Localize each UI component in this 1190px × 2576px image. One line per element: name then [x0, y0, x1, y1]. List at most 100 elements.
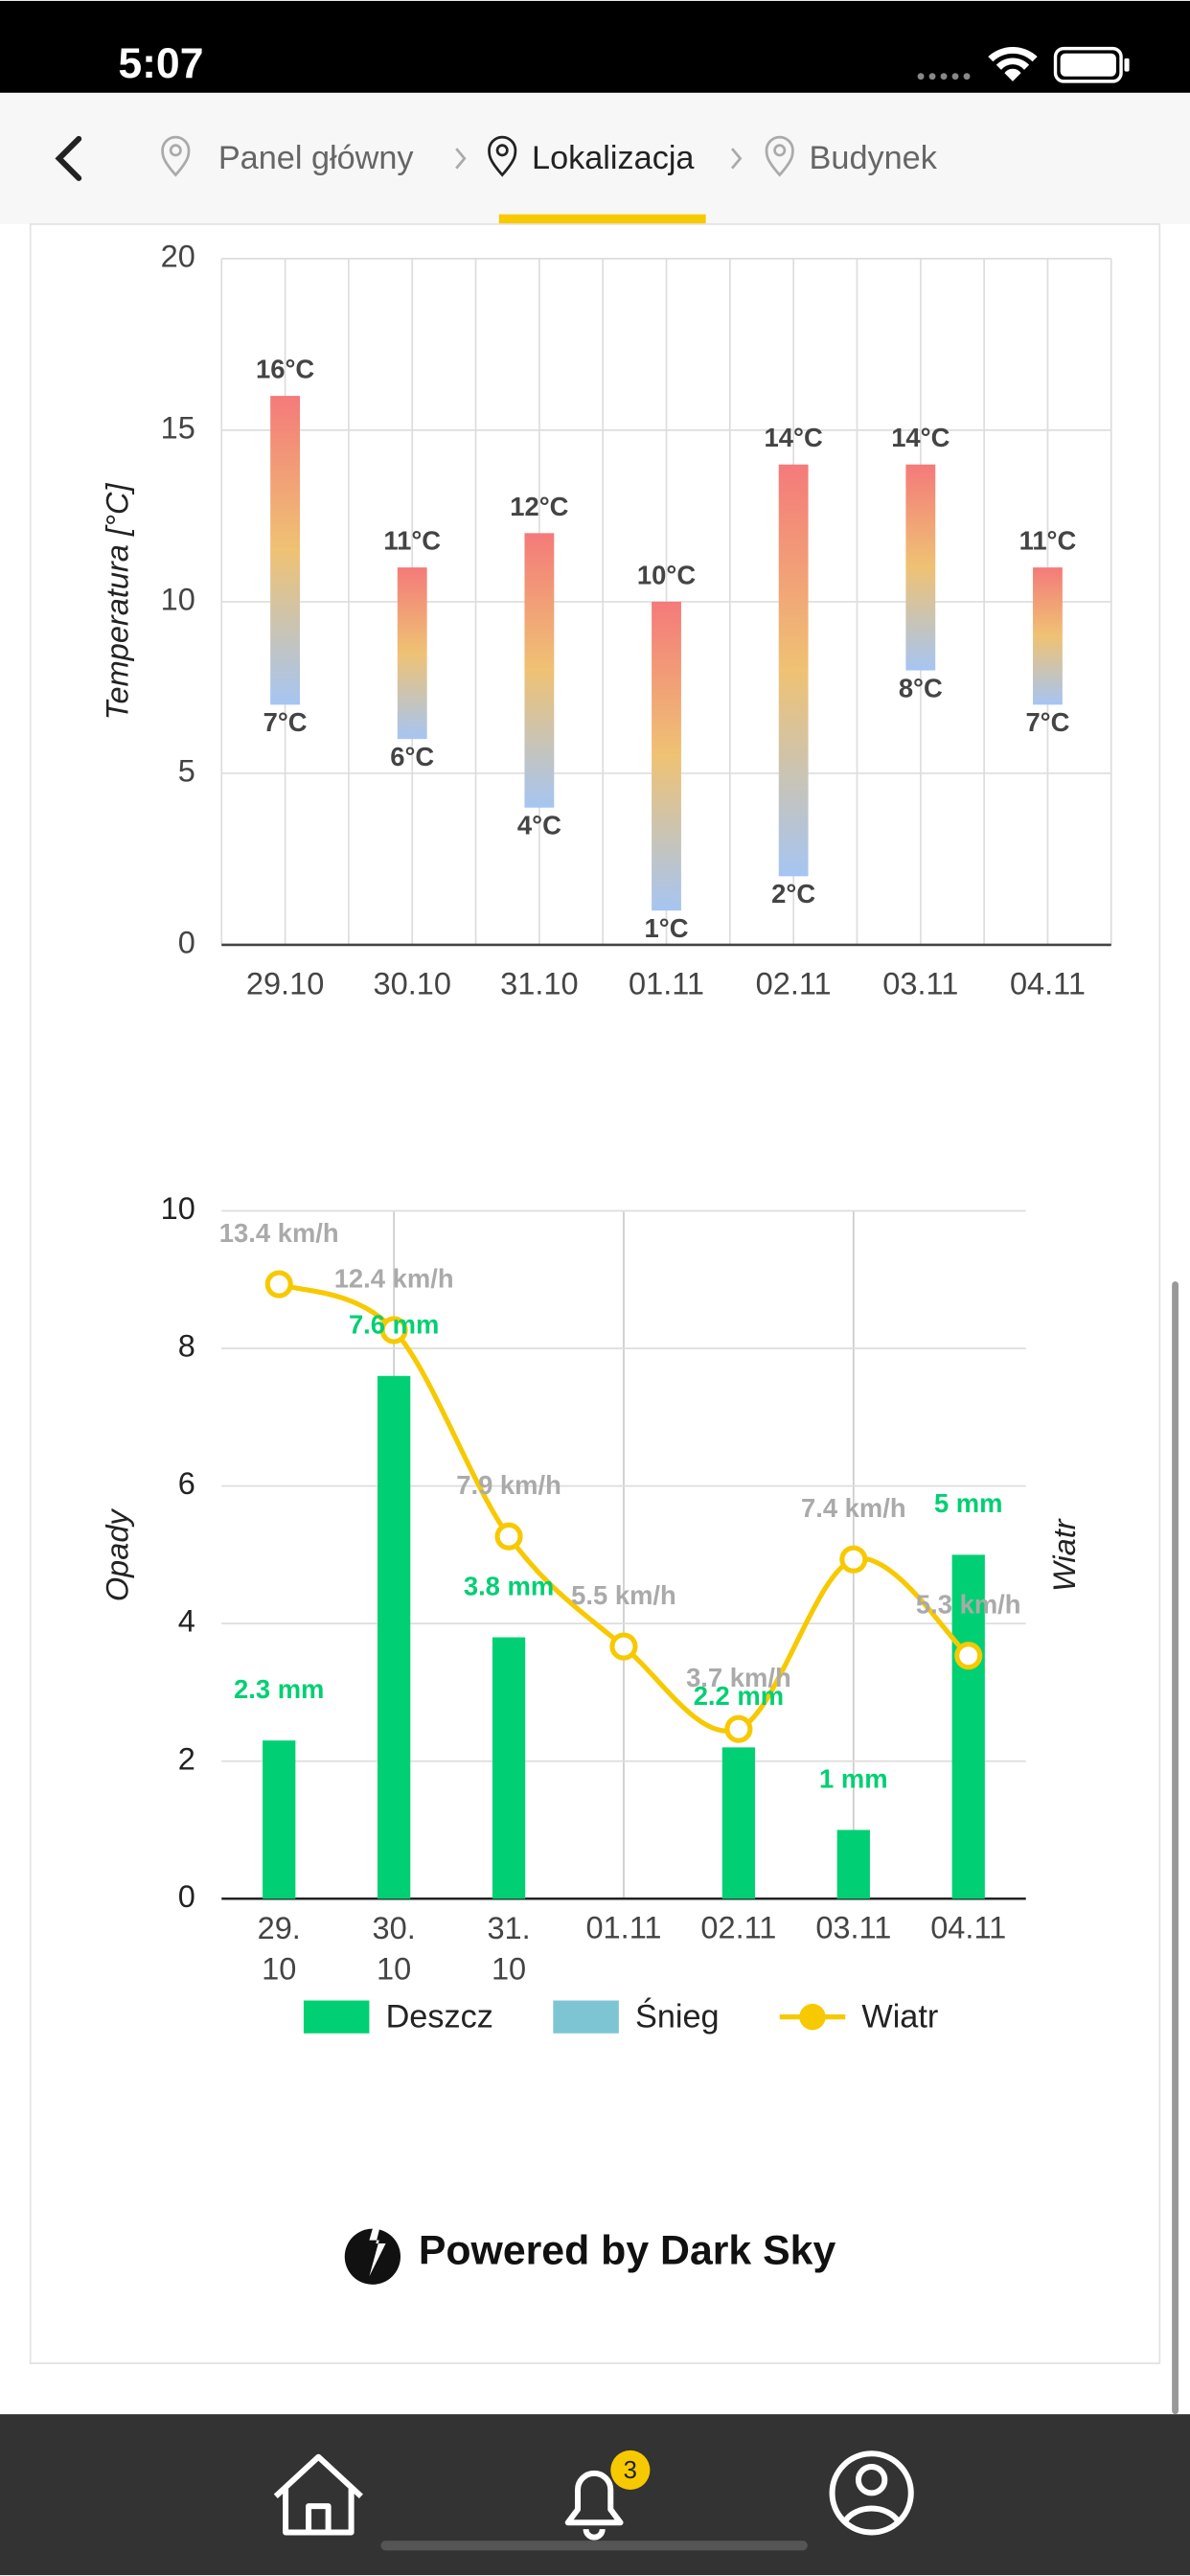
x-tick-label: 30.10 [373, 1910, 416, 1986]
legend-swatch [799, 2003, 826, 2031]
pin-icons [161, 135, 794, 177]
low-label: 7°C [263, 707, 308, 737]
y-tick-label: 0 [178, 1879, 195, 1914]
high-label: 10°C [637, 560, 696, 589]
status-bar [0, 0, 1190, 93]
range-bar [397, 567, 427, 740]
value-label: 12.4 km/h [334, 1264, 454, 1294]
value-label: 3.7 km/h [686, 1663, 791, 1692]
back-button[interactable] [55, 135, 82, 181]
value-label: 7.6 mm [349, 1310, 439, 1340]
breadcrumb[interactable]: Panel główny [218, 140, 415, 176]
y-tick-label: 10 [161, 583, 195, 617]
wind-point [839, 1545, 868, 1574]
legend-label: Wiatr [861, 1998, 938, 2035]
y-tick-label: 2 [178, 1741, 195, 1776]
x-tick-label: 03.11 [882, 966, 958, 1000]
y-axis-label: Opady [101, 1508, 135, 1602]
rain-bar [378, 1375, 411, 1899]
range-bar [524, 533, 555, 808]
rain-bar [263, 1740, 296, 1899]
y-tick-label: 10 [161, 1191, 195, 1226]
high-label: 11°C [383, 526, 441, 556]
x-tick-label: 01.11 [585, 1910, 661, 1944]
y-tick-label: 4 [178, 1604, 195, 1639]
wind-point [724, 1714, 753, 1743]
high-label: 12°C [510, 492, 568, 521]
y-axis-label: Temperatura [°C] [101, 483, 135, 721]
value-label: 2.3 mm [234, 1674, 324, 1704]
y2-axis-label: Wiatr [1047, 1518, 1082, 1592]
x-tick-label: 02.11 [756, 966, 832, 1000]
breadcrumb-active[interactable]: Lokalizacja [532, 140, 695, 176]
high-label: 14°C [765, 423, 823, 452]
x-tick-label: 04.11 [1010, 966, 1086, 1000]
range-bar [270, 396, 301, 705]
card [29, 223, 1161, 2364]
low-label: 4°C [517, 811, 561, 840]
value-label: 2.2 mm [694, 1681, 784, 1711]
x-tick-label: 31.10 [487, 1910, 530, 1986]
wind-point [379, 1316, 408, 1345]
home-tab[interactable] [273, 2453, 363, 2536]
high-label: 16°C [256, 355, 314, 384]
legend-swatch [553, 2000, 619, 2034]
value-label: 7.4 km/h [801, 1493, 906, 1523]
rain-bar [492, 1637, 526, 1899]
y-tick-label: 6 [178, 1466, 195, 1501]
badge [610, 2450, 651, 2490]
x-tick-label: 03.11 [815, 1910, 891, 1944]
x-tick-label: 04.11 [930, 1910, 1006, 1944]
value-label: 13.4 km/h [219, 1218, 339, 1248]
x-tick-label: 29.10 [258, 1910, 301, 1986]
range-bar [778, 464, 809, 877]
legend-label: Śnieg [635, 1996, 720, 2035]
powered-by: Powered by Dark Sky [419, 2228, 836, 2274]
dark-sky-logo [344, 2217, 400, 2285]
y-tick-label: 0 [178, 926, 195, 960]
value-label: 5.3 km/h [916, 1589, 1021, 1619]
legend-swatch [303, 2000, 370, 2034]
range-bar [1033, 567, 1063, 705]
range-bar [905, 464, 936, 671]
scrollbar [1172, 1281, 1179, 2415]
x-tick-label: 02.11 [700, 1910, 776, 1944]
y-tick-label: 8 [178, 1329, 195, 1364]
y-tick-label: 15 [161, 410, 195, 445]
range-bar [652, 601, 681, 911]
value-label: 5 mm [934, 1488, 1003, 1518]
home-indicator [380, 2541, 808, 2551]
x-tick-label: 29.10 [246, 966, 324, 1000]
rain-bar [951, 1554, 985, 1899]
y-tick-label: 20 [161, 239, 195, 273]
active-underline [498, 214, 706, 224]
value-label: 3.8 mm [464, 1571, 554, 1600]
value-label: 5.5 km/h [571, 1580, 676, 1610]
legend-label: Deszcz [386, 1998, 493, 2035]
rain-bar [721, 1747, 756, 1899]
time: 5:07 [118, 40, 203, 87]
value-label: 7.9 km/h [456, 1470, 561, 1500]
low-label: 6°C [390, 742, 434, 771]
breadcrumb[interactable]: Budynek [810, 140, 938, 176]
x-tick-label: 31.10 [500, 966, 578, 1000]
x-tick-label: 30.10 [374, 966, 451, 1000]
low-label: 2°C [771, 879, 815, 908]
y-tick-label: 5 [178, 754, 195, 789]
high-label: 11°C [1019, 526, 1077, 556]
low-label: 8°C [899, 673, 943, 702]
nav-bar [0, 92, 1190, 224]
high-label: 14°C [891, 423, 950, 452]
badge-count: 3 [624, 2457, 637, 2484]
x-tick-label: 01.11 [629, 966, 704, 1000]
wind-point [494, 1522, 523, 1551]
notifications-tab[interactable] [564, 2470, 624, 2541]
profile-tab[interactable] [829, 2450, 914, 2536]
wind-point [264, 1270, 293, 1299]
low-label: 7°C [1025, 707, 1069, 737]
rain-bar [836, 1829, 870, 1899]
status-icons [917, 46, 1130, 83]
low-label: 1°C [645, 913, 689, 943]
